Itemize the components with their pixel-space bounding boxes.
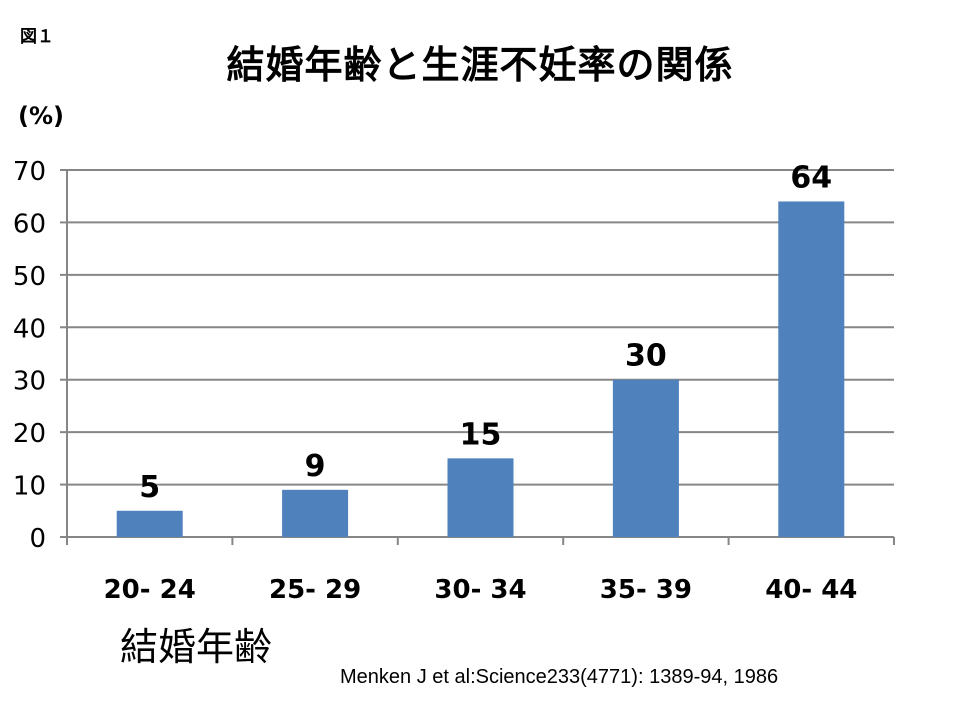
bar bbox=[612, 379, 679, 537]
y-tick-label: 40 bbox=[13, 314, 46, 344]
x-tick-label: 30- 34 bbox=[434, 575, 526, 605]
y-tick-label: 20 bbox=[13, 419, 46, 449]
data-label: 15 bbox=[460, 417, 502, 452]
y-axis-unit-label: (%) bbox=[18, 102, 64, 130]
x-tick-label: 35- 39 bbox=[600, 575, 692, 605]
y-tick-label: 30 bbox=[13, 367, 46, 397]
y-tick-label: 50 bbox=[13, 262, 46, 292]
labels: 0 10 20 30 40 50 60 70 5 20- 24 9 25- 29 15 30- 34 30 3… bbox=[13, 157, 858, 605]
bars bbox=[116, 201, 845, 537]
data-label: 5 bbox=[139, 470, 160, 505]
bar bbox=[778, 201, 845, 537]
x-tick-label: 25- 29 bbox=[269, 575, 361, 605]
y-tick-label: 10 bbox=[13, 472, 46, 502]
grid-lines bbox=[67, 169, 894, 486]
data-label: 64 bbox=[790, 160, 832, 195]
bar bbox=[282, 489, 349, 537]
y-tick-label: 70 bbox=[13, 157, 46, 187]
bar bbox=[447, 458, 514, 537]
x-tick-label: 40- 44 bbox=[765, 575, 857, 605]
x-tick-label: 20- 24 bbox=[104, 575, 196, 605]
y-tick-label: 60 bbox=[13, 209, 46, 239]
citation: Menken J et al:Science233(4771): 1389-94… bbox=[340, 666, 779, 688]
chart-title: 結婚年齢と生涯不妊率の関係 bbox=[226, 43, 734, 87]
data-label: 9 bbox=[305, 449, 326, 484]
y-tick-label: 0 bbox=[29, 524, 46, 554]
data-label: 30 bbox=[625, 339, 667, 374]
x-axis-label: 結婚年齢 bbox=[120, 625, 273, 669]
bar bbox=[116, 510, 183, 537]
figure-label: 図１ bbox=[20, 27, 54, 47]
